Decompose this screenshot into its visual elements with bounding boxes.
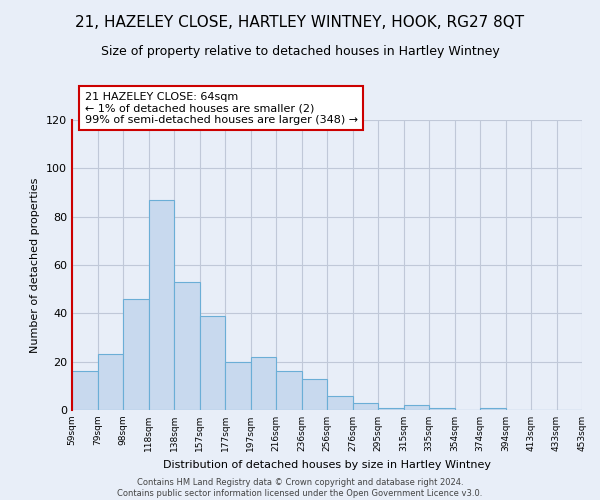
Bar — [174, 282, 199, 410]
Bar — [225, 362, 251, 410]
Text: 21 HAZELEY CLOSE: 64sqm
← 1% of detached houses are smaller (2)
99% of semi-deta: 21 HAZELEY CLOSE: 64sqm ← 1% of detached… — [85, 92, 358, 125]
Bar — [302, 378, 327, 410]
Bar — [72, 372, 97, 410]
Text: 21, HAZELEY CLOSE, HARTLEY WINTNEY, HOOK, RG27 8QT: 21, HAZELEY CLOSE, HARTLEY WINTNEY, HOOK… — [76, 15, 524, 30]
Bar — [199, 316, 225, 410]
X-axis label: Distribution of detached houses by size in Hartley Wintney: Distribution of detached houses by size … — [163, 460, 491, 469]
Bar — [480, 408, 505, 410]
Y-axis label: Number of detached properties: Number of detached properties — [31, 178, 40, 352]
Bar — [404, 405, 429, 410]
Bar — [429, 408, 455, 410]
Bar — [123, 299, 149, 410]
Text: Size of property relative to detached houses in Hartley Wintney: Size of property relative to detached ho… — [101, 45, 499, 58]
Bar — [353, 403, 378, 410]
Bar — [378, 408, 404, 410]
Bar — [251, 357, 276, 410]
Bar — [97, 354, 123, 410]
Bar — [327, 396, 353, 410]
Text: Contains HM Land Registry data © Crown copyright and database right 2024.
Contai: Contains HM Land Registry data © Crown c… — [118, 478, 482, 498]
Bar — [149, 200, 174, 410]
Bar — [276, 372, 302, 410]
